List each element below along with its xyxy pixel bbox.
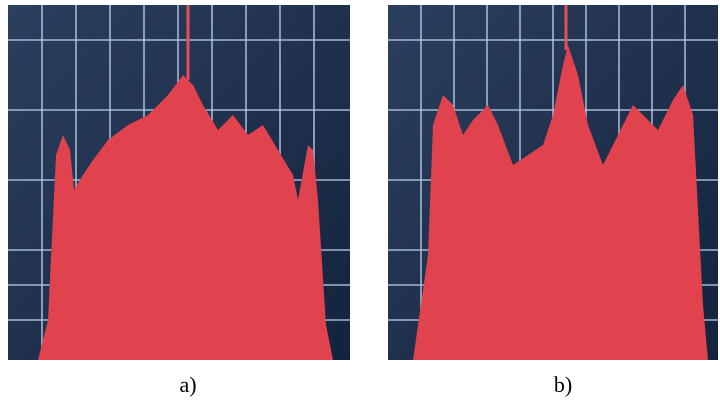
panel-b [388,5,718,360]
panel-label: b) [554,372,572,397]
panel-a [8,5,350,360]
spectrum [413,45,708,360]
panel-label: a) [179,372,196,397]
spectrum [38,75,333,360]
